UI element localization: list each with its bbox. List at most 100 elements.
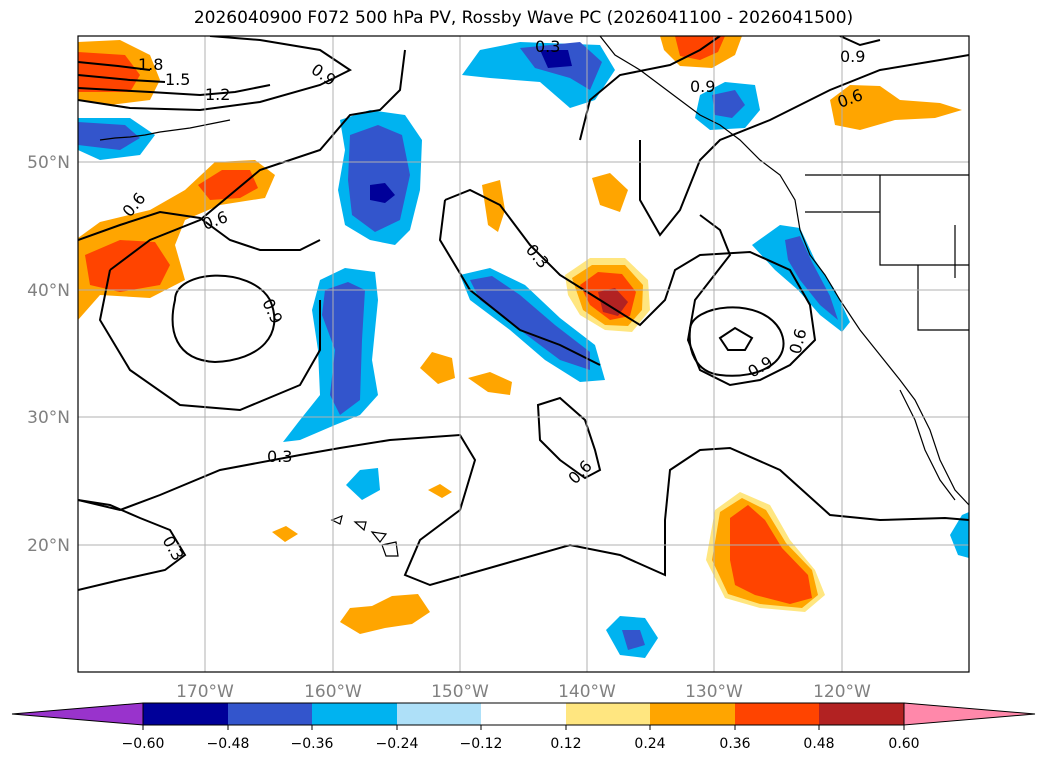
contour-label: 0.9: [840, 47, 865, 66]
lon-label: 160°W: [304, 682, 362, 702]
pos-anomaly-small3: [420, 352, 455, 384]
colorbar-seg: [481, 703, 566, 725]
colorbar-frame: [142, 702, 905, 726]
colorbar-tick-label: 0.24: [634, 736, 665, 752]
pos-anomaly-small2: [592, 173, 628, 212]
lat-label: 20°N: [27, 536, 70, 556]
neg-anomaly-w-core: [78, 122, 140, 150]
contour-1p5: [78, 74, 166, 83]
contour-0p3-left: [438, 199, 601, 366]
contour-0p6-big: [109, 49, 406, 271]
contour-0p9-nw: [78, 36, 352, 112]
lat-label: 30°N: [27, 408, 70, 428]
baja-california: [899, 389, 956, 501]
contour-label: 1.5: [165, 70, 190, 89]
colorbar-seg: [650, 703, 735, 725]
contour-0p6-south: [98, 269, 321, 412]
neg-anomaly-s-core: [622, 630, 645, 650]
gridlines: [78, 36, 969, 672]
contour-0p9-e-core: [718, 326, 754, 351]
neg-anomaly-c1-core: [370, 183, 395, 203]
colorbar-ticks: −0.60 −0.48 −0.36 −0.24 −0.12 0.12 0.24 …: [122, 725, 920, 752]
contour-0p3-sw: [78, 499, 187, 591]
pos-anomaly-nw-core: [78, 52, 140, 92]
lon-label: 150°W: [431, 682, 489, 702]
neg-anomaly-e: [950, 512, 969, 558]
pos-anomaly-small6: [272, 526, 298, 542]
contour-0p9-ring: [171, 274, 276, 364]
neg-anomaly-coast-core: [785, 236, 838, 320]
lon-label: 120°W: [813, 682, 871, 702]
colorbar-tick-label: −0.36: [291, 736, 334, 752]
contour-label: 0.6: [786, 327, 811, 357]
colorbar-tick-label: −0.48: [207, 736, 250, 752]
contour-label: 0.6: [564, 456, 595, 487]
hawaii-1: [330, 515, 343, 525]
hawaii-4: [381, 541, 399, 557]
hawaii-3: [370, 531, 388, 543]
colorbar-left-extend: [11, 702, 144, 726]
colorbar: −0.60 −0.48 −0.36 −0.24 −0.12 0.12 0.24 …: [11, 702, 1036, 752]
lon-axis: 170°W 160°W 150°W 140°W 130°W 120°W: [176, 682, 871, 702]
lat-label: 50°N: [27, 153, 70, 173]
pos-anomaly-w-core1: [85, 240, 170, 292]
contour-label: 1.2: [205, 85, 230, 104]
state-border-3: [917, 265, 969, 331]
neg-anomaly-n-core: [540, 50, 572, 68]
aleutians: [99, 119, 231, 141]
contour-label: 0.3: [522, 240, 553, 272]
colorbar-tick-label: −0.60: [122, 736, 165, 752]
colorbar-seg: [819, 703, 904, 725]
lon-label: 140°W: [558, 682, 616, 702]
pv-contours: [78, 36, 969, 591]
pos-anomaly-small4: [468, 372, 512, 395]
contour-0p3-mid: [78, 433, 969, 587]
contour-label: 0.3: [267, 447, 292, 466]
colorbar-tick-label: 0.12: [550, 736, 581, 752]
pos-anomaly-se-core: [730, 505, 812, 604]
contour-ne: [639, 54, 969, 237]
pos-anomaly-s: [340, 594, 430, 634]
lat-label: 40°N: [27, 281, 70, 301]
contour-1p2: [78, 84, 271, 97]
contour-0p6-w: [78, 210, 321, 251]
pos-anomaly-ne-right: [830, 85, 962, 130]
lon-label: 170°W: [176, 682, 234, 702]
contour-0p6-center: [536, 396, 602, 480]
contour-label: 0.9: [258, 296, 286, 327]
lon-label: 130°W: [685, 682, 743, 702]
neg-anomaly-c3-core: [470, 276, 590, 370]
coastlines: [99, 36, 969, 557]
colorbar-tick-label: 0.36: [719, 736, 750, 752]
colorbar-seg: [312, 703, 397, 725]
anomaly-fill-layer: [78, 36, 969, 658]
contour-label: 0.9: [690, 77, 715, 96]
map-title: 2026040900 F072 500 hPa PV, Rossby Wave …: [193, 8, 854, 28]
colorbar-seg: [735, 703, 819, 725]
colorbar-seg: [566, 703, 650, 725]
contour-0p9-ne: [839, 36, 881, 47]
colorbar-seg: [228, 703, 312, 725]
contour-label: 1.8: [138, 55, 163, 74]
contour-label: 0.3: [159, 533, 188, 565]
contour-label: 0.9: [745, 352, 777, 381]
colorbar-tick-label: −0.12: [460, 736, 503, 752]
pos-anomaly-small1: [482, 180, 505, 232]
colorbar-tick-label: 0.48: [803, 736, 834, 752]
neg-anomaly-small1: [346, 468, 380, 500]
map-frame: [77, 35, 970, 673]
contour-label: 0.3: [535, 37, 560, 56]
colorbar-right-extend: [903, 702, 1036, 726]
colorbar-tick-label: −0.24: [376, 736, 419, 752]
contour-0p9-e: [688, 306, 785, 377]
neg-anomaly-coast-n-core: [712, 90, 745, 118]
north-america-coast: [599, 36, 969, 506]
contour-label: 0.9: [308, 60, 340, 90]
state-border-2: [879, 175, 969, 266]
hawaii-2: [353, 521, 367, 532]
pos-anomaly-small5: [428, 484, 452, 498]
colorbar-seg: [143, 703, 228, 725]
pos-anomaly-w-core2: [198, 170, 258, 200]
neg-anomaly-c1-mid: [348, 125, 410, 232]
